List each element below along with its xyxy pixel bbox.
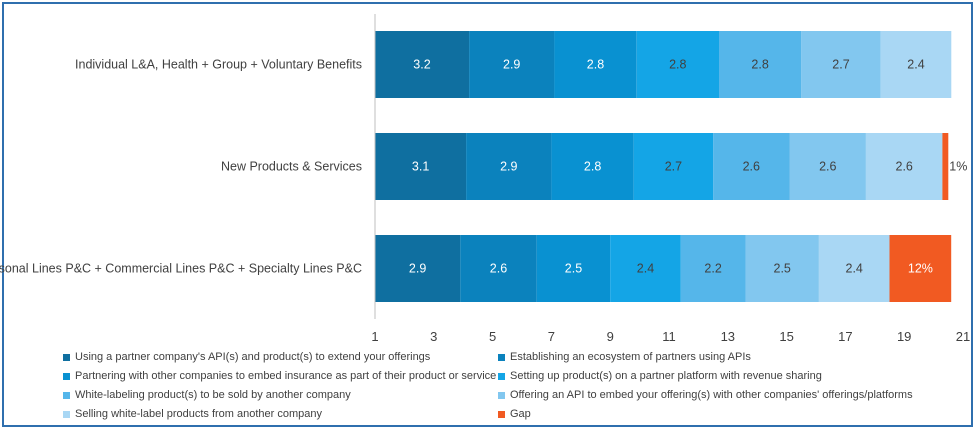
data-label: 2.6 <box>743 160 760 174</box>
bar-segment <box>719 31 802 98</box>
bar-segment <box>375 235 461 302</box>
legend-label: Partnering with other companies to embed… <box>75 370 497 382</box>
legend-item: Offering an API to embed your offering(s… <box>498 389 913 401</box>
bar-segment <box>636 31 719 98</box>
x-tick-label: 9 <box>607 329 614 344</box>
legend-label: Gap <box>510 408 531 420</box>
bar-segment <box>818 235 890 302</box>
bar-segment <box>460 235 537 302</box>
data-label: 12% <box>908 262 933 276</box>
bar-segment <box>551 133 634 200</box>
data-label: 2.4 <box>907 58 924 72</box>
bar-segment <box>375 31 470 98</box>
category-label: Personal Lines P&C + Commercial Lines P&… <box>0 262 362 276</box>
data-label: 2.6 <box>896 160 913 174</box>
bars-layer: 3.2 2.9 2.8 2.8 2.8 2.7 2.4 3.1 2.9 2.8 2.7 2.6 2.6 2… <box>375 31 967 302</box>
bar-segment <box>680 235 746 302</box>
bar-segment <box>633 133 714 200</box>
bar-segment <box>745 235 819 302</box>
data-label: 3.2 <box>413 58 430 72</box>
x-axis-ticks: 1 3 5 7 9 11 13 15 17 19 21 <box>371 329 970 344</box>
bar-segment <box>554 31 637 98</box>
data-label: 2.5 <box>565 262 582 276</box>
legend-item: Selling white-label products from anothe… <box>63 408 322 420</box>
data-label: 2.9 <box>409 262 426 276</box>
bar-segment <box>375 133 467 200</box>
category-label: New Products & Services <box>221 160 362 174</box>
legend-item: Using a partner company's API(s) and pro… <box>63 351 430 363</box>
data-label: 2.8 <box>584 160 601 174</box>
x-tick-label: 13 <box>721 329 735 344</box>
legend-label: Establishing an ecosystem of partners us… <box>510 351 751 363</box>
bar-segment <box>889 235 952 302</box>
data-label: 2.6 <box>490 262 507 276</box>
data-label: 2.8 <box>669 58 686 72</box>
data-label: 2.6 <box>819 160 836 174</box>
legend-item: Setting up product(s) on a partner platf… <box>498 370 822 382</box>
data-label: 2.7 <box>665 160 682 174</box>
bar-segment <box>713 133 790 200</box>
x-tick-label: 3 <box>430 329 437 344</box>
bar-segment <box>536 235 611 302</box>
legend-swatch <box>63 353 70 361</box>
data-label: 2.2 <box>704 262 721 276</box>
legend-label: Using a partner company's API(s) and pro… <box>75 351 431 363</box>
data-label: 2.4 <box>637 262 654 276</box>
x-tick-label: 1 <box>371 329 378 344</box>
legend-item: White-labeling product(s) to be sold by … <box>63 389 351 401</box>
x-tick-label: 17 <box>838 329 852 344</box>
data-label: 2.4 <box>846 262 863 276</box>
legend-swatch <box>498 410 505 418</box>
legend-swatch <box>498 391 505 399</box>
legend-item: Gap <box>498 408 531 420</box>
legend-label: Setting up product(s) on a partner platf… <box>510 370 822 382</box>
legend-swatch <box>63 372 70 380</box>
legend-swatch <box>63 410 70 418</box>
bar-segment <box>789 133 866 200</box>
data-label: 2.8 <box>587 58 604 72</box>
data-label: 2.9 <box>500 160 517 174</box>
x-tick-label: 15 <box>779 329 793 344</box>
category-labels: Individual L&A, Health + Group + Volunta… <box>0 58 362 276</box>
x-tick-label: 7 <box>548 329 555 344</box>
legend-swatch <box>498 372 505 380</box>
legend-swatch <box>63 391 70 399</box>
legend-swatch <box>498 353 505 361</box>
bar-segment <box>866 133 943 200</box>
x-tick-label: 19 <box>897 329 911 344</box>
legend-item: Establishing an ecosystem of partners us… <box>498 351 751 363</box>
x-tick-label: 21 <box>956 329 970 344</box>
bar-segment <box>801 31 881 98</box>
data-label: 2.9 <box>503 58 520 72</box>
legend-label: Offering an API to embed your offering(s… <box>510 389 913 401</box>
data-label: 1% <box>949 160 967 174</box>
bar-segment <box>610 235 681 302</box>
x-tick-label: 5 <box>489 329 496 344</box>
bar-segment <box>942 133 949 200</box>
category-label: Individual L&A, Health + Group + Volunta… <box>75 58 362 72</box>
legend-label: White-labeling product(s) to be sold by … <box>75 389 351 401</box>
data-label: 3.1 <box>412 160 429 174</box>
bar-segment <box>469 31 555 98</box>
legend-item: Partnering with other companies to embed… <box>63 370 496 382</box>
data-label: 2.8 <box>751 58 768 72</box>
data-label: 2.7 <box>832 58 849 72</box>
x-tick-label: 11 <box>662 329 676 344</box>
data-label: 2.5 <box>774 262 791 276</box>
legend-label: Selling white-label products from anothe… <box>75 408 323 420</box>
bar-segment <box>880 31 952 98</box>
bar-segment <box>466 133 552 200</box>
